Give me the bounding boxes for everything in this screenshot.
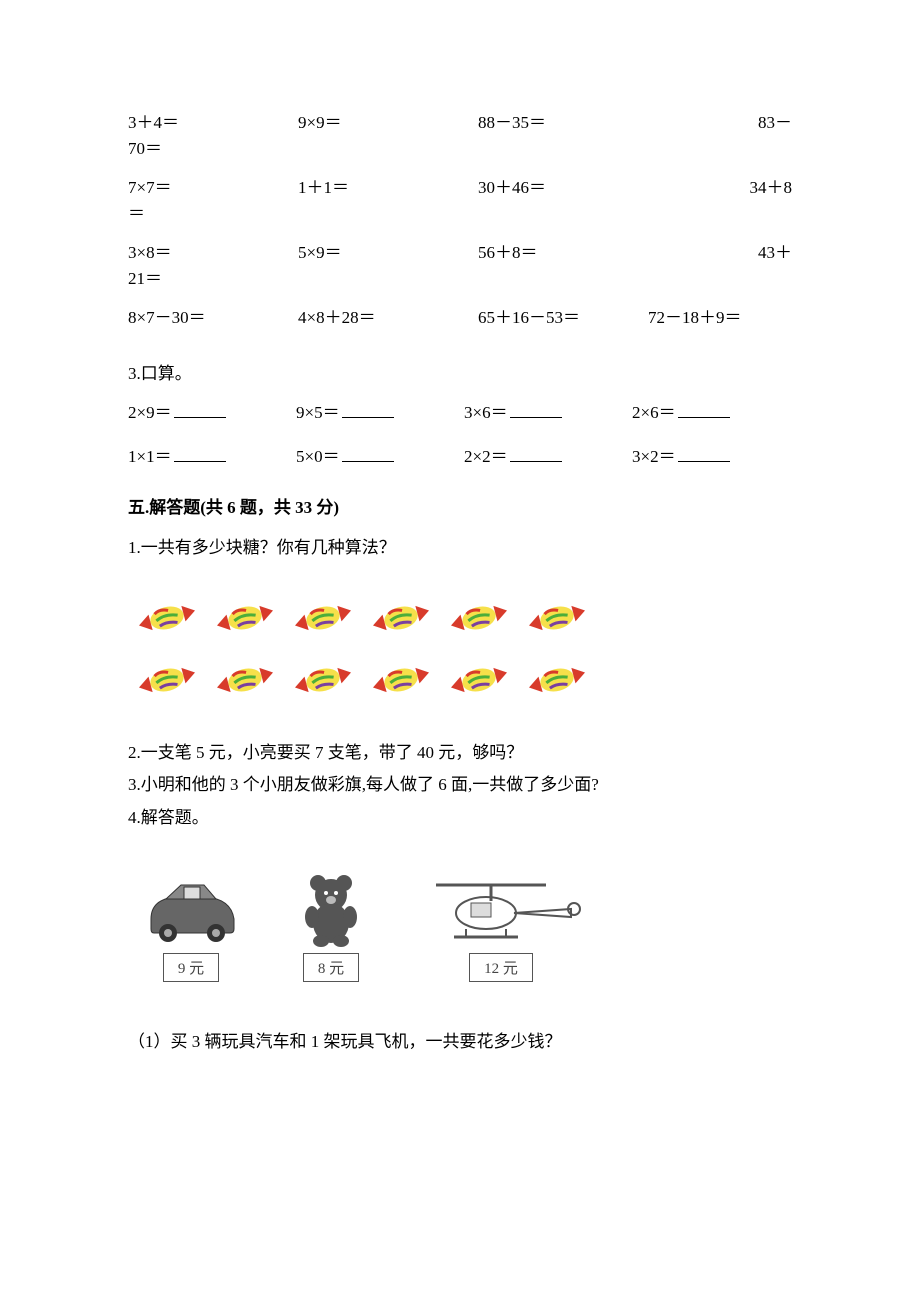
arith-block-1: 3＋4＝ 9×9＝ 88－35＝ 83－ 70＝ 7×7＝ 1＋1＝ 30＋46…	[128, 110, 792, 331]
candy-icon	[526, 661, 588, 699]
expr-wrap: ＝	[128, 201, 792, 227]
candy-icon	[370, 661, 432, 699]
fill-item: 1×1＝	[128, 442, 296, 473]
q5-2: 2.一支笔 5 元，小亮要买 7 支笔，带了 40 元，够吗？	[128, 739, 792, 768]
fill-item: 2×6＝	[632, 398, 800, 429]
candy-icon	[448, 599, 510, 637]
toy-bear: 8 元	[276, 869, 386, 982]
candy-icon	[136, 661, 198, 699]
expr: 56＋8＝	[478, 240, 648, 266]
fill-row: 2×9＝ 9×5＝ 3×6＝ 2×6＝	[128, 398, 792, 429]
expr: 3×8＝	[128, 240, 298, 266]
q5-4-1: （1）买 3 辆玩具汽车和 1 架玩具飞机，一共要花多少钱？	[128, 1028, 792, 1057]
q5-1: 1.一共有多少块糖？你有几种算法？	[128, 534, 792, 563]
candy-icon	[370, 599, 432, 637]
expr: 2×9＝	[128, 403, 172, 422]
price-tag: 9 元	[163, 953, 219, 982]
blank	[510, 401, 562, 418]
q3-label: 3.口算。	[128, 359, 792, 384]
arith-row: 8×7－30＝ 4×8＋28＝ 65＋16－53＝ 72－18＋9＝	[128, 305, 792, 331]
candy-icon	[214, 661, 276, 699]
expr: 72－18＋9＝	[648, 305, 792, 331]
expr: 30＋46＝	[478, 175, 648, 201]
expr: 9×9＝	[298, 110, 478, 136]
expr: 5×9＝	[298, 240, 478, 266]
candy-icon	[292, 661, 354, 699]
fill-item: 2×2＝	[464, 442, 632, 473]
section-5-heading: 五.解答题(共 6 题，共 33 分)	[128, 493, 792, 518]
fill-row: 1×1＝ 5×0＝ 2×2＝ 3×2＝	[128, 442, 792, 473]
expr: 83－	[648, 110, 792, 136]
blank	[174, 401, 226, 418]
candy-icon	[526, 599, 588, 637]
candy-icon	[292, 599, 354, 637]
expr: 3＋4＝	[128, 110, 298, 136]
toy-car: 9 元	[136, 869, 246, 982]
price-tag: 8 元	[303, 953, 359, 982]
expr: 3×2＝	[632, 447, 676, 466]
toy-helicopter: 12 元	[416, 869, 586, 982]
expr: 43＋	[648, 240, 792, 266]
worksheet-page: 3＋4＝ 9×9＝ 88－35＝ 83－ 70＝ 7×7＝ 1＋1＝ 30＋46…	[0, 0, 920, 1302]
arith-row: 3×8＝ 5×9＝ 56＋8＝ 43＋	[128, 240, 792, 266]
q5-4: 4.解答题。	[128, 804, 792, 833]
candy-icon	[214, 599, 276, 637]
candy-icon	[448, 661, 510, 699]
blank	[510, 445, 562, 462]
bear-icon	[276, 869, 386, 947]
blank	[678, 401, 730, 418]
fill-item: 5×0＝	[296, 442, 464, 473]
fill-item: 2×9＝	[128, 398, 296, 429]
toys-area: 9 元 8 元	[136, 869, 792, 982]
helicopter-icon	[416, 869, 586, 947]
expr: 2×6＝	[632, 403, 676, 422]
expr: 65＋16－53＝	[478, 305, 648, 331]
expr: 7×7＝	[128, 175, 298, 201]
expr: 9×5＝	[296, 403, 340, 422]
q5-3: 3.小明和他的 3 个小朋友做彩旗,每人做了 6 面,一共做了多少面?	[128, 771, 792, 800]
expr: 1＋1＝	[298, 175, 478, 201]
car-icon	[136, 869, 246, 947]
fill-item: 3×2＝	[632, 442, 800, 473]
fill-item: 3×6＝	[464, 398, 632, 429]
candy-icon	[136, 599, 198, 637]
expr-wrap: 21＝	[128, 266, 792, 292]
candy-grid	[136, 599, 792, 699]
expr: 34＋8	[648, 175, 792, 201]
expr: 1×1＝	[128, 447, 172, 466]
candy-row	[136, 599, 792, 637]
blank	[342, 445, 394, 462]
expr: 3×6＝	[464, 403, 508, 422]
blank	[678, 445, 730, 462]
expr: 5×0＝	[296, 447, 340, 466]
arith-row: 3＋4＝ 9×9＝ 88－35＝ 83－	[128, 110, 792, 136]
expr-wrap: 70＝	[128, 136, 792, 162]
candy-row	[136, 661, 792, 699]
arith-row: 7×7＝ 1＋1＝ 30＋46＝ 34＋8	[128, 175, 792, 201]
blank	[174, 445, 226, 462]
blank	[342, 401, 394, 418]
expr: 88－35＝	[478, 110, 648, 136]
price-tag: 12 元	[469, 953, 533, 982]
expr: 4×8＋28＝	[298, 305, 478, 331]
expr: 8×7－30＝	[128, 305, 298, 331]
fill-item: 9×5＝	[296, 398, 464, 429]
expr: 2×2＝	[464, 447, 508, 466]
